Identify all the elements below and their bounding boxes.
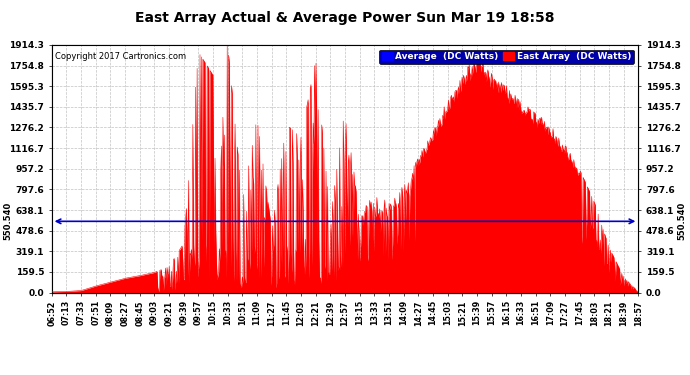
Legend: Average  (DC Watts), East Array  (DC Watts): Average (DC Watts), East Array (DC Watts… [379, 50, 633, 64]
Text: 550.540: 550.540 [678, 202, 687, 240]
Text: East Array Actual & Average Power Sun Mar 19 18:58: East Array Actual & Average Power Sun Ma… [135, 11, 555, 25]
Text: 550.540: 550.540 [3, 202, 12, 240]
Text: Copyright 2017 Cartronics.com: Copyright 2017 Cartronics.com [55, 53, 186, 62]
